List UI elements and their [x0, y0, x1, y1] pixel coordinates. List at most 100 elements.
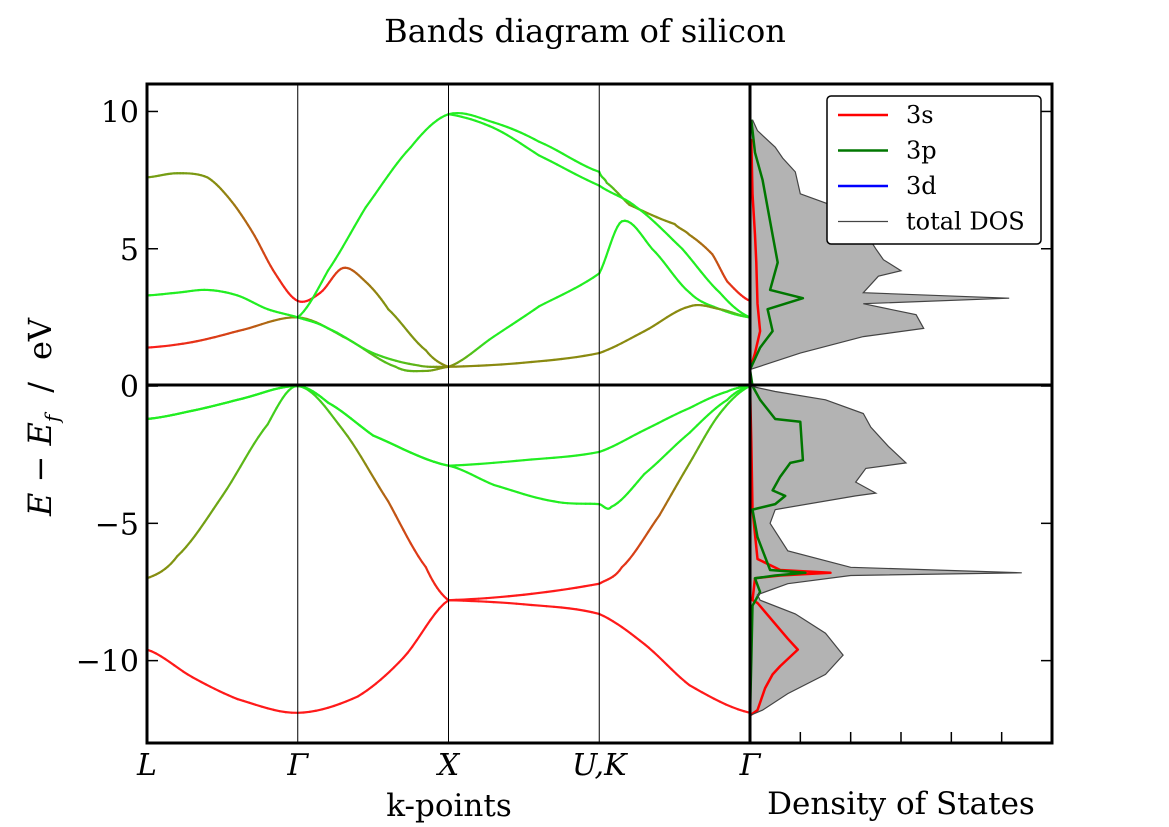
band-segment [694, 687, 703, 694]
band-segment [552, 357, 563, 361]
band-segment [537, 154, 547, 160]
band-segment [424, 457, 435, 463]
band-segment [537, 359, 548, 363]
y-axis-title: E − Ef/eV [21, 317, 64, 517]
band-segment [507, 594, 518, 598]
band-segment [420, 625, 427, 635]
band-14 [447, 219, 752, 368]
band-segment [477, 597, 488, 600]
band-segment [555, 149, 565, 155]
band-segment [470, 462, 480, 466]
dos-ticks [799, 732, 1003, 743]
band-segment [537, 302, 547, 308]
legend: 3s 3p 3d total DOS [826, 95, 1042, 245]
band-segment [390, 507, 397, 517]
band-segment [590, 351, 601, 356]
band-lines [145, 111, 752, 714]
band-segment [549, 160, 559, 166]
kpoint-label: U,K [572, 748, 628, 783]
band-segment [522, 458, 533, 462]
band-segment [424, 618, 432, 628]
band-segment [337, 423, 345, 432]
band-segment [575, 354, 586, 359]
band-segment [580, 162, 589, 168]
band-segment [515, 602, 525, 606]
legend-items: 3s 3p 3d total DOS [838, 101, 1025, 236]
band-segment [580, 280, 589, 286]
band-segment [500, 362, 510, 366]
band-segment [328, 411, 336, 420]
band-segment [225, 480, 233, 491]
band-segment [688, 684, 697, 690]
band-segment [575, 608, 586, 612]
band-segment [522, 603, 533, 607]
band-segment [567, 156, 577, 162]
band-segment [639, 536, 646, 545]
band-segment [432, 460, 443, 465]
band-segment [330, 258, 337, 267]
legend-label: total DOS [906, 208, 1025, 236]
band-segment [555, 163, 565, 169]
y-tick-label: 10 [101, 95, 139, 130]
band-segment [590, 611, 601, 616]
band-5 [447, 599, 752, 714]
band-segment [635, 542, 642, 551]
band-segment [230, 473, 238, 483]
band-segment [372, 434, 382, 440]
band-segment [413, 548, 420, 558]
band-segment [575, 585, 586, 589]
band-segment [394, 444, 405, 451]
band-segment [221, 487, 228, 497]
band-segment [402, 448, 412, 454]
band-segment [561, 290, 571, 296]
band-segment [355, 448, 363, 458]
band-segment [398, 521, 405, 531]
band-segment [373, 187, 381, 196]
band-segment [574, 172, 583, 179]
band-segment [580, 175, 589, 182]
y-tick-label: 0 [120, 370, 139, 405]
band-segment [507, 362, 518, 366]
band-segment [560, 587, 571, 592]
band-segment [364, 200, 372, 209]
y-axis-math: E − E [21, 422, 59, 517]
band-segment [650, 519, 657, 528]
band-segment [586, 165, 595, 171]
band-segment [239, 457, 247, 468]
band-segment [574, 283, 583, 290]
dos-plot: 3s 3p 3d total DOS [748, 82, 1054, 745]
band-segment [567, 586, 578, 590]
chart-title: Bands diagram of silicon [384, 12, 786, 50]
band-plot: −10 −5 0 5 10 L Γ X U,K Γ [76, 82, 1052, 783]
band-segment [353, 219, 360, 228]
band-segment [406, 645, 414, 654]
band-segment [378, 180, 385, 190]
band-segment [537, 457, 548, 461]
y-tick-label: −10 [76, 645, 139, 680]
band-segment [545, 605, 556, 608]
band-segment [712, 697, 721, 703]
band-segment [477, 462, 488, 466]
band-segment [207, 508, 215, 518]
band-segment [402, 651, 409, 659]
band-segment [194, 528, 201, 537]
band-segment [415, 632, 423, 642]
band-segment [530, 603, 541, 607]
band-segment [405, 535, 412, 545]
band-segment [203, 514, 210, 524]
band-segment [583, 353, 593, 357]
band-segment [243, 450, 251, 460]
band-segment [369, 470, 376, 481]
band-segment [409, 451, 420, 457]
band-segment [515, 593, 525, 597]
band-segment [364, 463, 372, 473]
band-segment [180, 545, 188, 553]
band-segment [411, 639, 418, 648]
band-segment [586, 178, 595, 184]
band-segment [248, 442, 256, 453]
band-11 [145, 172, 450, 368]
band-segment [522, 360, 533, 364]
band-segment [590, 450, 601, 455]
band-segment [400, 150, 408, 159]
